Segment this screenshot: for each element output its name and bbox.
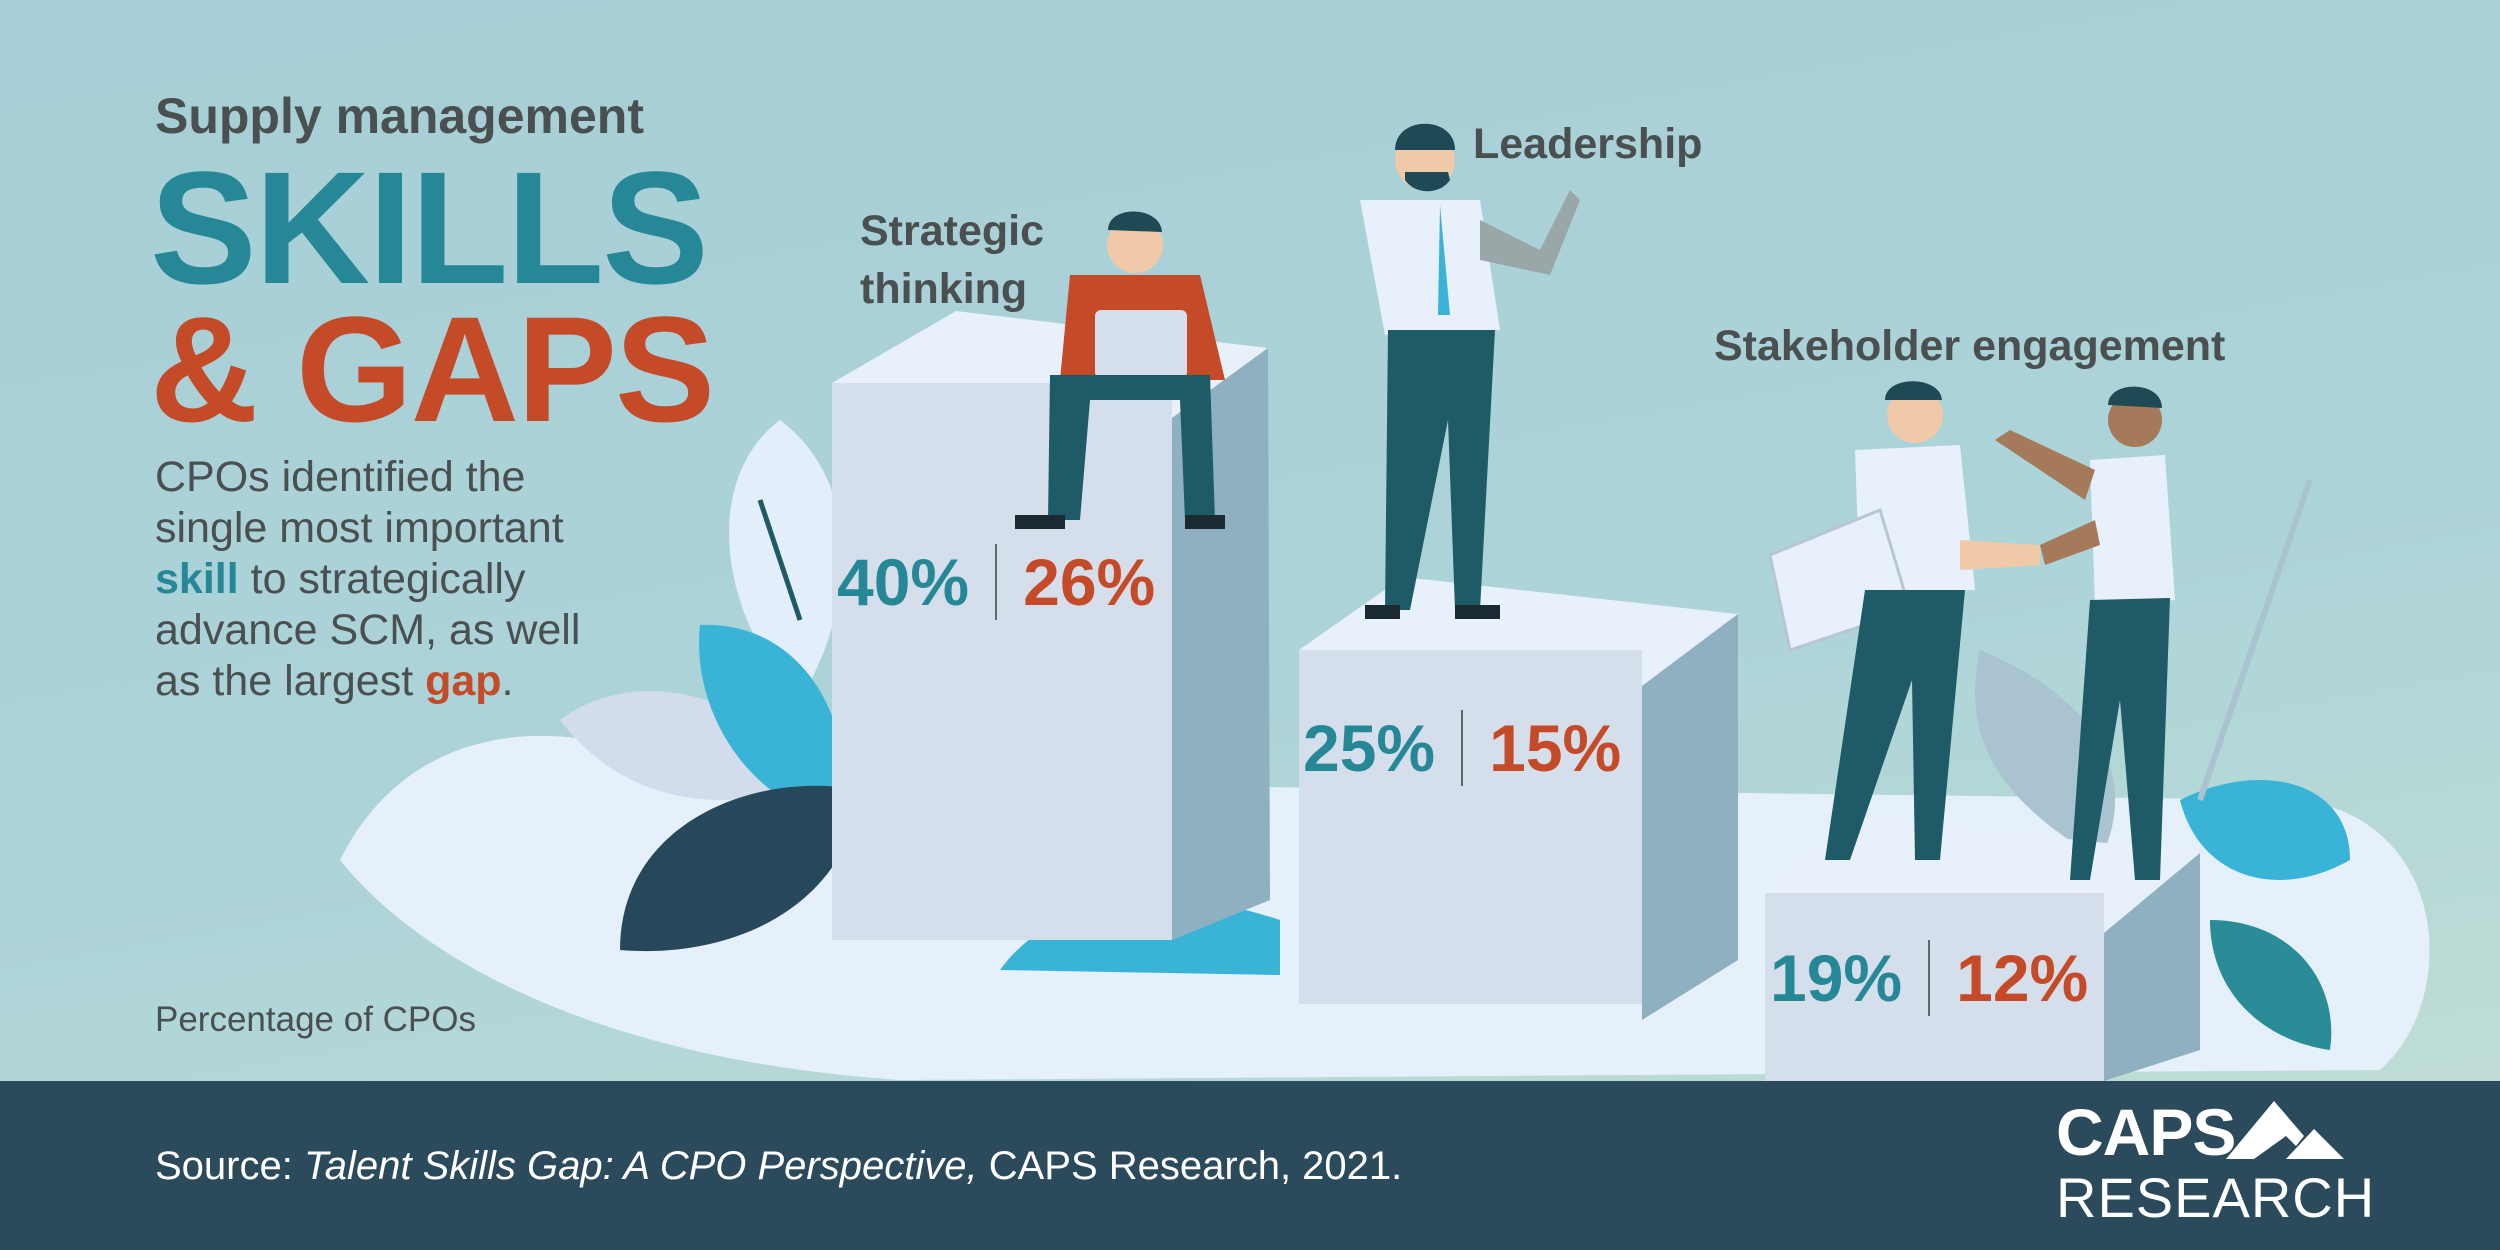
mountain-icon xyxy=(2226,1101,2344,1159)
leaf-icon xyxy=(620,785,860,952)
podium-3-front xyxy=(1765,893,2104,1081)
category-label-line: Strategic xyxy=(860,207,1045,255)
skill-percentage: 25% xyxy=(1303,711,1436,785)
source-rest: CAPS Research, 2021. xyxy=(977,1144,1403,1188)
description-line: as the largest gap. xyxy=(155,656,580,707)
description-line: skill to strategically xyxy=(155,554,580,605)
podium-1-front xyxy=(832,383,1172,940)
person-sitting-with-laptop xyxy=(1015,211,1225,529)
plant-icon xyxy=(757,499,803,621)
caps-research-logo: CAPS RESEARCH xyxy=(2056,1095,2374,1233)
source-title: Talent Skills Gap: A CPO Perspective, xyxy=(303,1144,978,1188)
description-line: CPOs identified the xyxy=(155,453,526,501)
percentage-note: Percentage of CPOs xyxy=(155,1000,476,1039)
description-text: to strategically xyxy=(238,555,526,603)
description-text: as the largest xyxy=(155,657,426,705)
persons-shaking-hands xyxy=(1768,381,2175,880)
skill-percentage: 40% xyxy=(837,545,970,619)
skill-percentage: 19% xyxy=(1770,941,1903,1015)
title-skills: SKILLS xyxy=(150,138,709,317)
leaf-icon xyxy=(2210,920,2332,1050)
category-label-leadership: Leadership xyxy=(1473,120,1703,168)
gap-highlight: gap xyxy=(425,657,502,705)
source-citation: Source: Talent Skills Gap: A CPO Perspec… xyxy=(155,1144,1402,1189)
podium-1-values: 40% 26% xyxy=(837,544,1155,620)
description-line: advance SCM, as well xyxy=(155,606,581,654)
podium-2-values: 25% 15% xyxy=(1303,710,1621,786)
logo-text-top: CAPS xyxy=(2056,1095,2236,1169)
value-divider xyxy=(995,544,998,620)
podium-3-side xyxy=(2104,853,2200,1081)
title-gaps: & GAPS xyxy=(150,285,715,453)
category-label-strategic-thinking: Strategic thinking xyxy=(860,202,1044,318)
podium-2-side xyxy=(1642,614,1738,1020)
leaf-icon xyxy=(2180,780,2350,880)
podium-2-front xyxy=(1299,650,1642,1004)
leaf-icon xyxy=(699,624,844,820)
podium-3-values: 19% 12% xyxy=(1770,940,2088,1016)
person-standing-leadership xyxy=(1360,123,1580,619)
footer: Source: Talent Skills Gap: A CPO Perspec… xyxy=(0,1081,2500,1250)
subtitle: Supply management xyxy=(155,88,644,144)
source-prefix: Source: xyxy=(155,1144,304,1188)
category-label-stakeholder-engagement: Stakeholder engagement xyxy=(1714,322,2226,370)
skill-highlight: skill xyxy=(155,555,239,603)
description: CPOs identified the single most importan… xyxy=(155,452,580,707)
description-line: single most important xyxy=(155,504,564,552)
value-divider xyxy=(1461,710,1464,786)
category-label-line: thinking xyxy=(860,265,1028,313)
leaf-icon xyxy=(729,420,843,700)
description-text: . xyxy=(501,657,514,705)
gap-percentage: 26% xyxy=(1023,545,1156,619)
value-divider xyxy=(1928,940,1931,1016)
plant-icon xyxy=(2197,479,2313,801)
gap-percentage: 15% xyxy=(1489,711,1622,785)
gap-percentage: 12% xyxy=(1956,941,2089,1015)
logo-text-bottom: RESEARCH xyxy=(2056,1166,2376,1229)
